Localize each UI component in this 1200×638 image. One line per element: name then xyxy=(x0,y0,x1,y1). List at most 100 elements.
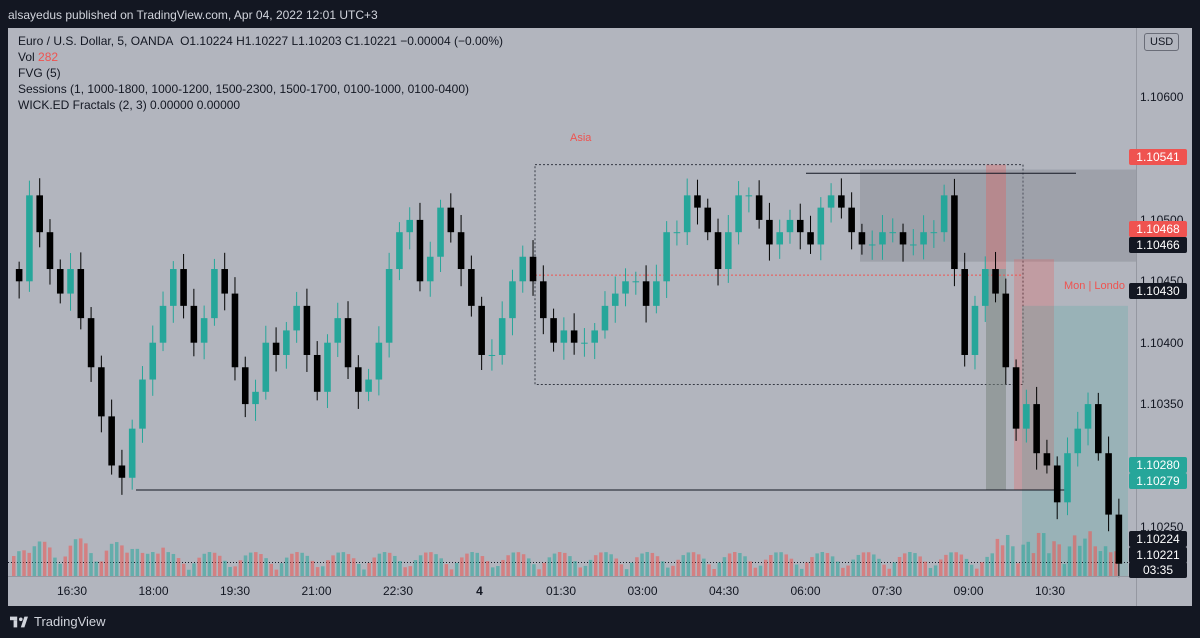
volume-bar xyxy=(120,545,124,576)
candle-body xyxy=(1043,453,1051,466)
volume-bar xyxy=(475,552,479,576)
volume-bar xyxy=(259,554,263,576)
time-tick-label: 07:30 xyxy=(871,584,903,598)
volume-bar xyxy=(722,557,727,576)
volume-bar xyxy=(176,558,181,576)
volume-bar xyxy=(279,563,284,576)
volume-bar xyxy=(166,552,170,576)
volume-bar xyxy=(1108,552,1113,576)
candle-body xyxy=(15,269,23,282)
volume-bar xyxy=(743,556,747,576)
candle-body xyxy=(36,195,43,233)
volume-bar xyxy=(897,556,902,576)
volume-bar xyxy=(135,548,140,576)
candle-body xyxy=(529,256,537,282)
legend-fractals[interactable]: WICK.ED Fractals (2, 3) 0.00000 0.00000 xyxy=(18,98,241,112)
volume-bar xyxy=(516,552,521,576)
chart-area[interactable]: Euro / U.S. Dollar, 5, OANDA O1.10224 H1… xyxy=(8,28,1192,606)
candle-body xyxy=(940,195,948,233)
volume-bar xyxy=(841,567,845,576)
volume-bar xyxy=(820,552,825,576)
volume-bar xyxy=(707,564,711,576)
price-tick-label: 1.10250 xyxy=(1140,519,1184,534)
volume-bar xyxy=(660,561,665,576)
volume-bar xyxy=(48,547,52,576)
volume-bar xyxy=(130,548,134,576)
volume-bar xyxy=(429,552,433,576)
price-axis[interactable] xyxy=(1136,28,1192,606)
volume-bar xyxy=(933,565,938,576)
legend-symbol-row: Euro / U.S. Dollar, 5, OANDA O1.10224 H1… xyxy=(18,34,503,48)
legend-sessions[interactable]: Sessions (1, 1000-1800, 1000-1200, 1500-… xyxy=(18,82,470,96)
volume-bar xyxy=(424,552,428,576)
candle-body xyxy=(344,318,352,368)
price-tag: 03:35 xyxy=(1129,562,1187,578)
volume-bar xyxy=(460,557,464,576)
price-tag: 1.10430 xyxy=(1129,283,1187,299)
candle-body xyxy=(540,281,547,319)
volume-bar xyxy=(145,553,150,576)
volume-bar xyxy=(233,566,237,576)
top-bar: alsayedus published on TradingView.com, … xyxy=(0,0,1200,30)
volume-bar xyxy=(537,569,541,576)
volume-bar xyxy=(1021,544,1025,576)
time-axis[interactable] xyxy=(8,576,1136,606)
volume-bar xyxy=(398,560,402,576)
volume-bar xyxy=(42,541,47,576)
candlestick-plot[interactable] xyxy=(8,28,1192,606)
volume-bar xyxy=(310,560,315,576)
volume-bar xyxy=(799,568,804,576)
currency-button[interactable]: USD xyxy=(1144,33,1180,51)
volume-bar xyxy=(357,563,361,576)
volume-bar xyxy=(1083,538,1087,576)
volume-bar xyxy=(156,553,160,576)
candle-body xyxy=(375,342,383,380)
volume-bar xyxy=(274,569,279,576)
volume-bar xyxy=(1103,546,1108,576)
volume-bar xyxy=(990,553,994,576)
candle-body xyxy=(519,256,527,282)
legend-ohlc: O1.10224 H1.10227 L1.10203 C1.10221 −0.0… xyxy=(180,34,503,48)
volume-bar xyxy=(542,562,546,576)
price-tick-label: 1.10400 xyxy=(1140,335,1184,350)
candle-body xyxy=(807,232,814,245)
tradingview-brand[interactable]: TradingView xyxy=(10,614,106,629)
volume-bar xyxy=(490,567,495,576)
volume-bar xyxy=(928,567,933,576)
time-tick-label: 22:30 xyxy=(382,584,414,598)
volume-bar xyxy=(892,562,897,576)
candle-body xyxy=(190,305,198,343)
volume-bar xyxy=(17,551,21,576)
volume-bar xyxy=(73,539,78,576)
volume-bar xyxy=(753,567,758,576)
candle-body xyxy=(313,354,321,392)
candle-body xyxy=(98,367,105,417)
volume-bar xyxy=(78,538,83,576)
volume-bar xyxy=(197,557,201,576)
candle-body xyxy=(170,269,177,306)
candle-body xyxy=(858,232,866,245)
volume-bar xyxy=(351,558,356,576)
volume-bar xyxy=(1031,553,1036,576)
volume-bar xyxy=(939,559,943,576)
volume-bar xyxy=(954,552,958,576)
volume-bar xyxy=(815,553,819,576)
volume-bar xyxy=(686,552,691,576)
legend-fvg[interactable]: FVG (5) xyxy=(18,66,61,80)
supply-zone-box xyxy=(860,169,1136,262)
volume-bar xyxy=(480,556,485,576)
volume-bar xyxy=(218,555,222,576)
volume-bar xyxy=(1036,532,1041,576)
volume-bar xyxy=(676,559,680,576)
volume-bar xyxy=(836,561,840,576)
candle-body xyxy=(776,232,783,245)
volume-bar xyxy=(532,564,536,576)
volume-bar xyxy=(980,562,984,576)
candle-body xyxy=(252,391,259,405)
candle-body xyxy=(694,195,701,208)
volume-bar xyxy=(774,552,778,576)
volume-bar xyxy=(341,552,346,576)
candle-body xyxy=(241,367,249,405)
candle-body xyxy=(591,330,598,343)
volume-bar xyxy=(192,563,196,576)
